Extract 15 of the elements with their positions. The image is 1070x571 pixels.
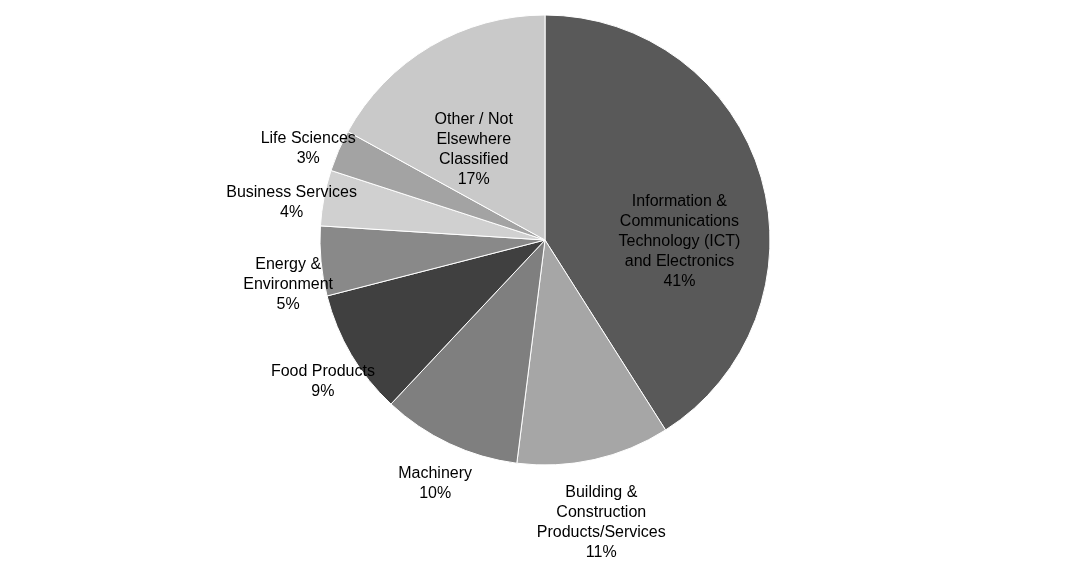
- data-label: 10%: [419, 484, 452, 502]
- slice-label: Building & Construction Products/Services: [536, 482, 666, 540]
- slice-label: Machinery: [398, 464, 473, 482]
- slice-label: Energy & Environment: [243, 255, 334, 293]
- data-label: 5%: [276, 295, 300, 313]
- data-label: 17%: [457, 170, 490, 188]
- slice-label: Other / Not Elsewhere Classified: [434, 110, 514, 168]
- data-label: 11%: [585, 542, 617, 560]
- slice-label: Life Sciences: [260, 128, 356, 146]
- slice-label: Information & Communications Technology (ICT) and Electronics: [618, 191, 741, 269]
- data-label: 4%: [280, 202, 304, 220]
- data-label: 3%: [296, 148, 320, 166]
- slice-label: Business Services: [226, 182, 357, 200]
- data-label: 41%: [663, 271, 696, 289]
- data-label: 9%: [311, 382, 335, 400]
